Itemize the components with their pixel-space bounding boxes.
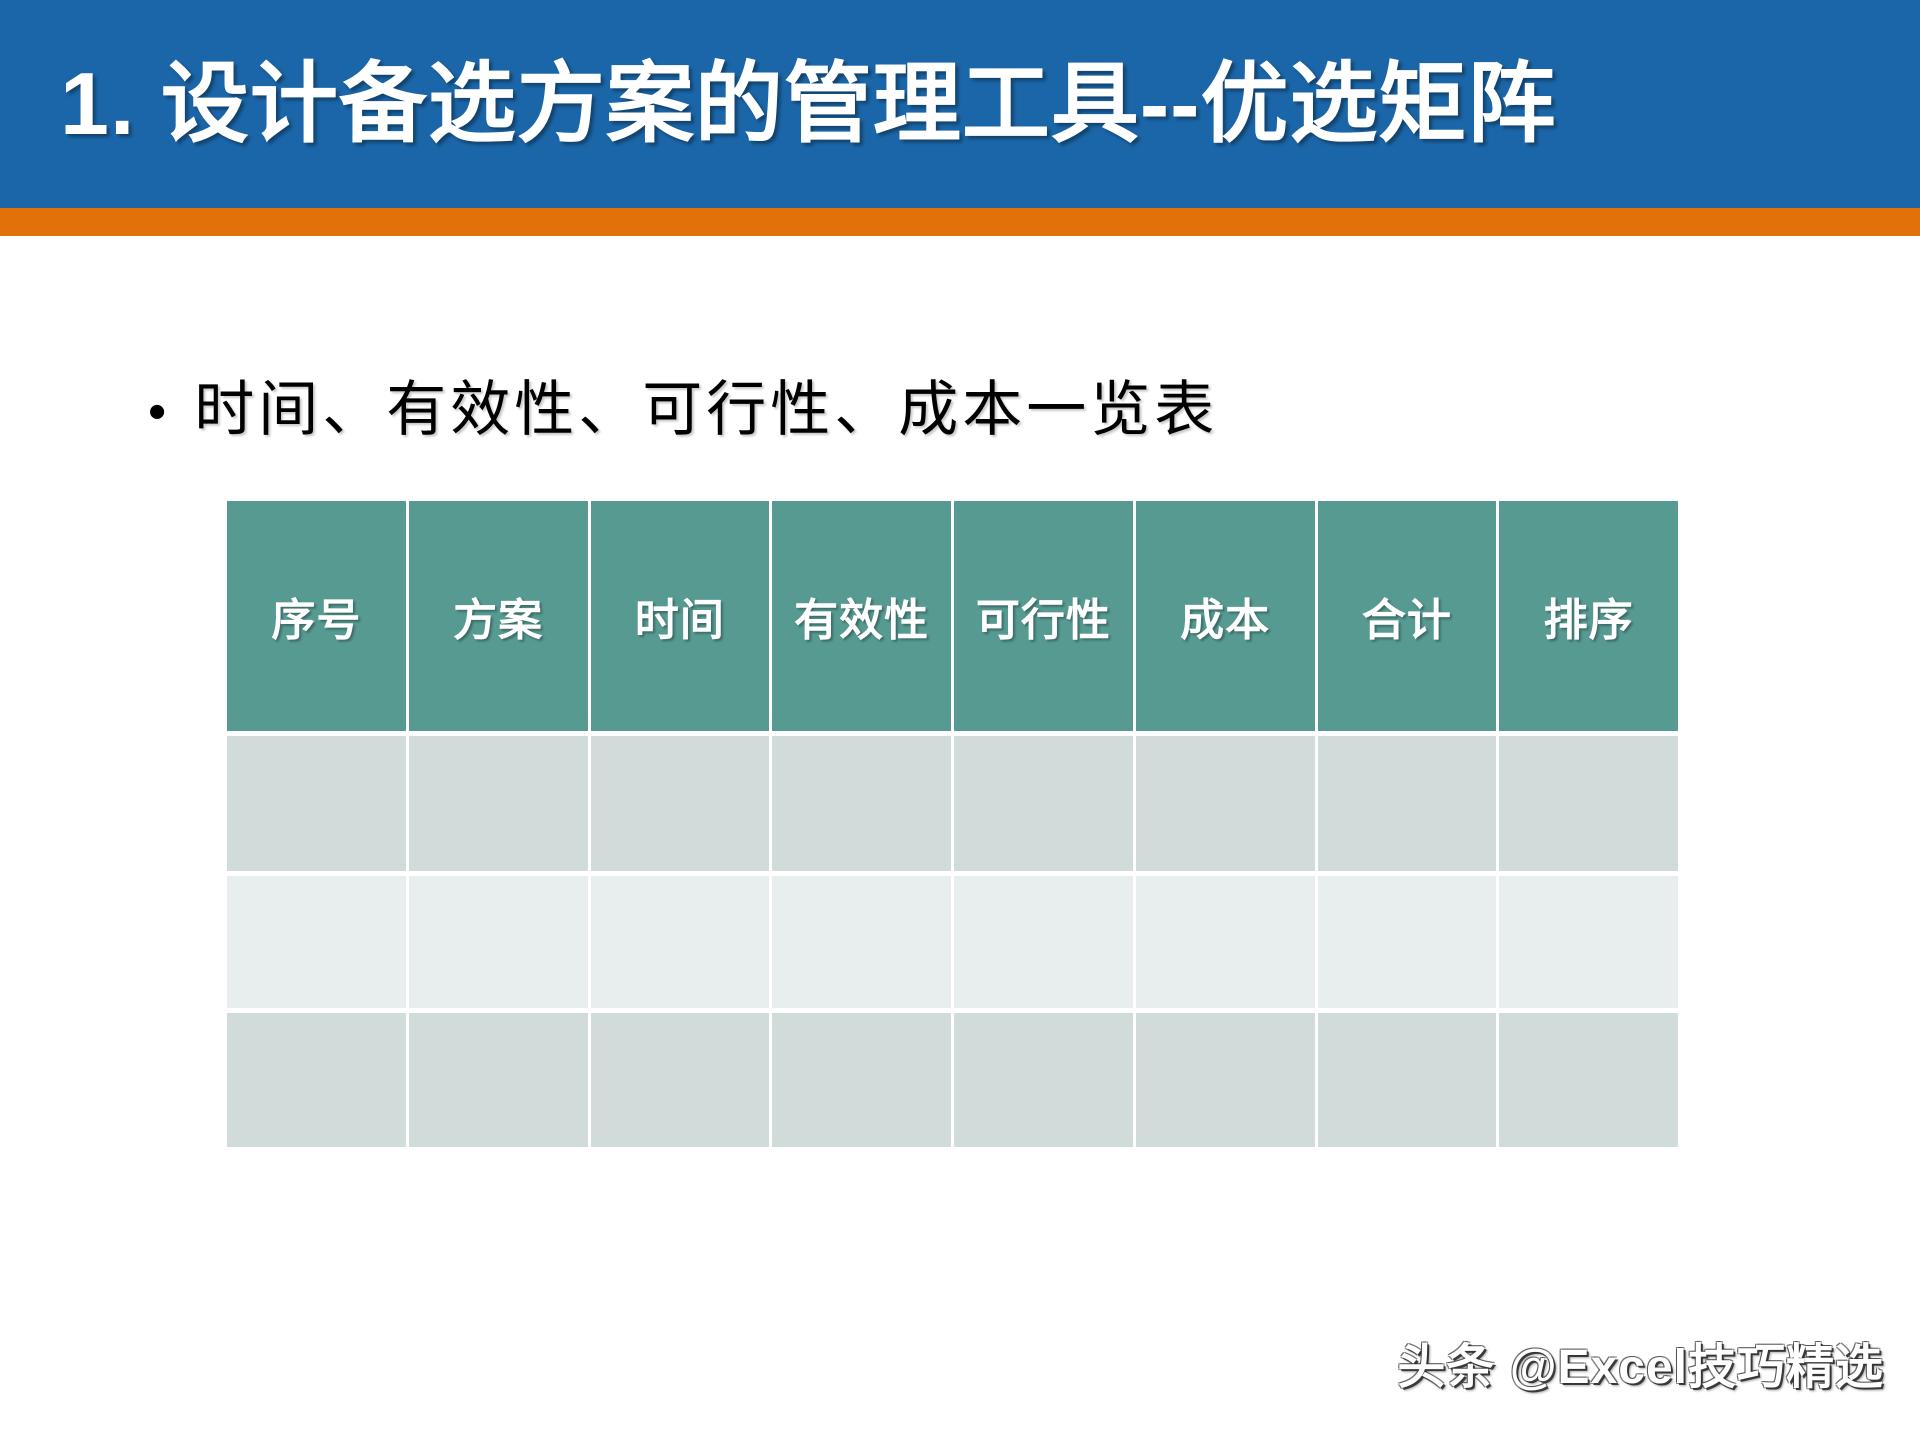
table-cell-r3c1 — [227, 1013, 406, 1147]
column-header-6: 成本 — [1135, 501, 1315, 731]
column-header-8: 排序 — [1499, 501, 1678, 731]
table-cell-r3c6 — [1135, 1013, 1315, 1147]
bullet-icon: • — [148, 382, 167, 441]
table-cell-r3c3 — [590, 1013, 770, 1147]
table-cell-r1c4 — [772, 736, 951, 871]
column-header-1: 序号 — [227, 501, 406, 731]
table-cell-r1c1 — [227, 736, 406, 871]
column-header-2: 方案 — [408, 501, 588, 731]
accent-stripe — [0, 208, 1920, 236]
column-header-5: 可行性 — [954, 501, 1133, 731]
table-cell-r3c5 — [954, 1013, 1133, 1147]
table-cell-r2c8 — [1499, 876, 1678, 1008]
table-cell-r2c1 — [227, 876, 406, 1008]
table-cell-r2c2 — [408, 876, 588, 1008]
slide-title: 1. 设计备选方案的管理工具--优选矩阵 — [60, 54, 1557, 153]
bullet-text: 时间、有效性、可行性、成本一览表 — [194, 376, 1219, 443]
table-cell-r2c4 — [772, 876, 951, 1008]
title-banner: 1. 设计备选方案的管理工具--优选矩阵 — [0, 0, 1920, 208]
table-cell-r1c2 — [408, 736, 588, 871]
table-cell-r3c2 — [408, 1013, 588, 1147]
table-cell-r2c7 — [1317, 876, 1497, 1008]
column-header-7: 合计 — [1317, 501, 1497, 731]
column-header-3: 时间 — [590, 501, 770, 731]
table-cell-r1c3 — [590, 736, 770, 871]
table-cell-r2c3 — [590, 876, 770, 1008]
table-cell-r3c4 — [772, 1013, 951, 1147]
column-header-4: 有效性 — [772, 501, 951, 731]
table-cell-r3c7 — [1317, 1013, 1497, 1147]
table-cell-r2c5 — [954, 876, 1133, 1008]
table-cell-r3c8 — [1499, 1013, 1678, 1147]
table-cell-r1c5 — [954, 736, 1133, 871]
priority-matrix-table: 序号 方案 时间 有效性 可行性 成本 合计 排序 — [227, 501, 1678, 1147]
watermark: 头条 @Excel技巧精选 — [1397, 1341, 1884, 1394]
table-cell-r1c6 — [1135, 736, 1315, 871]
bullet-line: • 时间、有效性、可行性、成本一览表 — [148, 378, 1218, 441]
table-cell-r2c6 — [1135, 876, 1315, 1008]
table-cell-r1c7 — [1317, 736, 1497, 871]
table-cell-r1c8 — [1499, 736, 1678, 871]
